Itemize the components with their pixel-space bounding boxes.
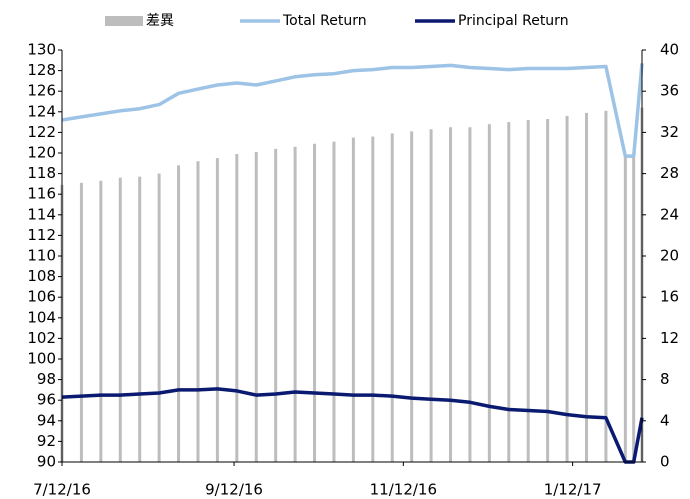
bar: [507, 122, 511, 462]
line: [61, 63, 644, 158]
bar: [632, 156, 636, 462]
bar: [390, 133, 394, 462]
y-tick-label: 94: [37, 411, 56, 429]
y2-tick-label: 28: [660, 164, 679, 182]
y-tick-label: 110: [27, 247, 56, 265]
bar: [235, 154, 239, 462]
y2-tick-label: 4: [660, 411, 670, 429]
bar: [254, 151, 258, 462]
x-tick-label: 9/12/16: [205, 481, 263, 499]
y-tick-label: 100: [27, 350, 56, 368]
y-tick-label: 102: [27, 329, 56, 347]
bar: [526, 120, 530, 462]
y-tick-label: 104: [27, 308, 56, 326]
bar: [274, 148, 278, 462]
bar: [351, 137, 355, 463]
bar: [468, 127, 472, 462]
bar: [157, 173, 161, 462]
y2-tick-label: 8: [660, 370, 670, 388]
bar: [565, 115, 569, 463]
bar: [118, 177, 122, 462]
y-tick-label: 114: [27, 205, 56, 223]
y2-tick-label: 24: [660, 205, 679, 223]
bar: [371, 136, 375, 462]
y2-tick-label: 40: [660, 41, 679, 59]
bar: [215, 158, 219, 462]
y-tick-label: 116: [27, 185, 56, 203]
y-tick-label: 126: [27, 82, 56, 100]
y-tick-label: 112: [27, 226, 56, 244]
y-tick-label: 120: [27, 144, 56, 162]
y-tick-label: 106: [27, 288, 56, 306]
y-tick-label: 108: [27, 267, 56, 285]
legend-label: Total Return: [282, 13, 367, 29]
bar: [604, 110, 608, 463]
bar: [546, 119, 550, 462]
x-tick-label: 11/12/16: [370, 481, 437, 499]
legend-swatch: [105, 16, 143, 26]
y2-tick-label: 16: [660, 288, 679, 306]
y-tick-label: 98: [37, 370, 56, 388]
y-tick-label: 130: [27, 41, 56, 59]
bar: [196, 161, 200, 463]
bar: [449, 127, 453, 462]
bar: [332, 141, 336, 463]
y-tick-label: 122: [27, 123, 56, 141]
bar: [177, 165, 181, 463]
legend-label: Principal Return: [458, 13, 569, 29]
bar: [584, 112, 588, 462]
bar: [623, 156, 627, 462]
y-tick-label: 128: [27, 61, 56, 79]
bar: [138, 176, 142, 462]
y-tick-label: 90: [37, 453, 56, 471]
y-tick-label: 118: [27, 164, 56, 182]
bar: [313, 143, 317, 463]
y2-tick-label: 20: [660, 247, 679, 265]
y2-tick-label: 32: [660, 123, 679, 141]
y-tick-label: 124: [27, 102, 56, 120]
y2-tick-label: 36: [660, 82, 679, 100]
y2-tick-label: 12: [660, 329, 679, 347]
line: [61, 387, 644, 464]
bar: [79, 182, 83, 462]
legend-label: 差異: [146, 13, 174, 29]
x-tick-label: 1/12/17: [544, 481, 602, 499]
y-tick-label: 92: [37, 432, 56, 450]
y2-tick-label: 0: [660, 453, 670, 471]
bar: [99, 180, 103, 462]
bar: [487, 124, 491, 462]
y-tick-label: 96: [37, 391, 56, 409]
x-tick-label: 7/12/16: [33, 481, 91, 499]
bar: [293, 146, 297, 462]
bar: [429, 129, 433, 462]
bar: [410, 131, 414, 462]
